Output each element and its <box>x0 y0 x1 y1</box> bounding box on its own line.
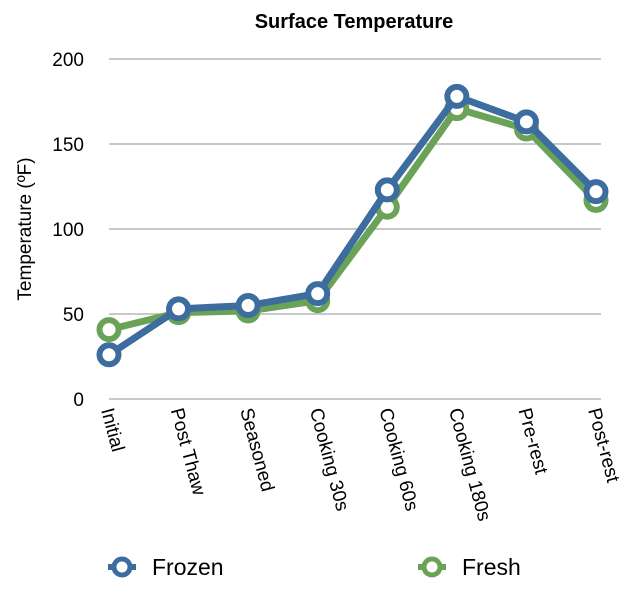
x-tick-label: Pre-rest <box>514 406 552 477</box>
data-point <box>583 179 609 205</box>
y-tick-label: 100 <box>52 220 84 241</box>
data-point <box>374 177 400 203</box>
data-point <box>166 296 192 322</box>
x-tick-label: Cooking 180s <box>444 406 494 524</box>
data-point <box>235 293 261 318</box>
y-tick-label: 50 <box>63 305 84 326</box>
y-tick-label: 150 <box>52 135 84 156</box>
y-tick-label: 200 <box>52 50 84 71</box>
series-line <box>108 105 599 333</box>
series-frozen <box>96 83 609 368</box>
data-point <box>96 317 122 343</box>
legend-label: Fresh <box>462 554 521 580</box>
legend-item-fresh: Fresh <box>418 554 521 580</box>
x-tick-label: Seasoned <box>235 406 277 494</box>
legend-marker-icon <box>421 556 443 578</box>
x-tick-label: Post-rest <box>583 406 623 486</box>
legend-item-frozen: Frozen <box>108 554 224 580</box>
data-point <box>513 109 539 135</box>
x-tick-label: Initial <box>96 406 128 454</box>
chart-title: Surface Temperature <box>255 11 454 33</box>
y-axis-label: Temperature (ºF) <box>15 157 36 300</box>
data-point <box>96 342 122 368</box>
legend-label: Frozen <box>152 554 224 580</box>
y-tick-label: 0 <box>73 390 84 411</box>
data-point <box>305 281 331 307</box>
data-point <box>444 83 470 109</box>
x-tick-label: Cooking 30s <box>305 406 353 513</box>
x-tick-label: Cooking 60s <box>374 406 422 513</box>
x-tick-label: Post Thaw <box>166 406 209 498</box>
legend-marker-icon <box>111 556 133 578</box>
